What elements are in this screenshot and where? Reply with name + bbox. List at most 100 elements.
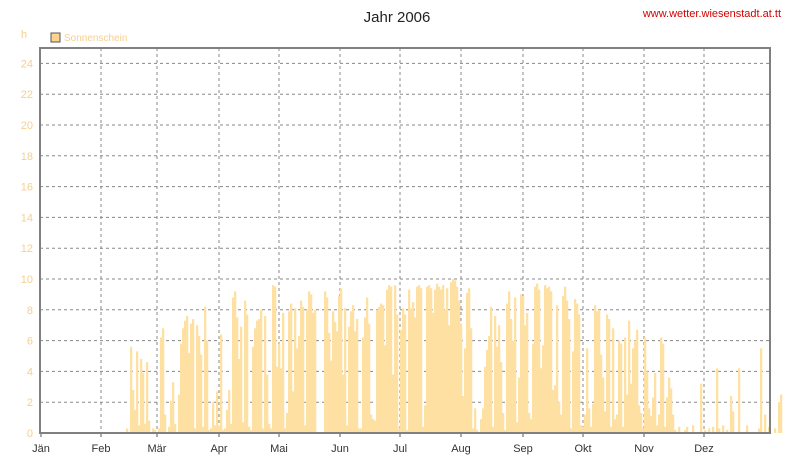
sunshine-bar: [386, 289, 389, 433]
sunshine-bar: [490, 306, 493, 433]
sunshine-bar: [208, 429, 211, 433]
sunshine-bar: [572, 351, 575, 433]
sunshine-bar: [778, 402, 781, 433]
sunshine-bar: [274, 286, 277, 433]
sunshine-bar: [170, 400, 173, 433]
sunshine-bar: [394, 285, 397, 433]
y-tick-label: 2: [27, 397, 33, 409]
sunshine-bar: [684, 429, 687, 433]
sunshine-bar: [560, 414, 563, 433]
sunshine-bar: [360, 428, 363, 433]
sunshine-bar: [428, 285, 431, 433]
sunshine-bar: [182, 328, 185, 433]
sunshine-bar: [476, 429, 479, 433]
sunshine-bar: [256, 320, 259, 433]
sunshine-bar: [562, 295, 565, 433]
sunshine-bar: [726, 429, 729, 433]
sunshine-bar: [626, 394, 629, 433]
sunshine-bar: [146, 362, 149, 433]
sunshine-bar: [730, 396, 733, 433]
sunshine-bar: [440, 289, 443, 433]
sunshine-bar: [438, 286, 441, 433]
sunshine-bar: [526, 312, 529, 433]
sunshine-bar: [126, 428, 129, 433]
sunshine-bar: [232, 297, 235, 433]
y-tick-label: 20: [21, 120, 33, 132]
sunshine-bar: [200, 354, 203, 433]
sunshine-bar: [252, 346, 255, 433]
sunshine-bar: [536, 283, 539, 433]
sunshine-bar: [502, 412, 505, 433]
sunshine-bar: [434, 289, 437, 433]
y-tick-label: 0: [27, 428, 33, 440]
sunshine-bar: [364, 317, 367, 433]
sunshine-bar: [336, 331, 339, 433]
y-tick-label: 6: [27, 336, 33, 348]
sunshine-bar: [444, 309, 447, 433]
sunshine-bar: [640, 412, 643, 433]
sunshine-bar: [664, 426, 667, 433]
sunshine-bar: [548, 286, 551, 433]
legend-label: Sonnenschein: [64, 33, 127, 44]
sunshine-bar: [378, 306, 381, 433]
sunshine-bar: [662, 343, 665, 433]
sunshine-bar: [402, 308, 405, 433]
sunshine-bar: [514, 297, 517, 433]
sunshine-bar: [140, 359, 143, 433]
sunshine-bar: [700, 383, 703, 433]
sunshine-bar: [222, 429, 225, 433]
sunshine-bar: [608, 319, 611, 433]
sunshine-bar: [516, 422, 519, 433]
sunshine-bar: [458, 300, 461, 433]
sunshine-bar: [404, 314, 407, 433]
x-tick-label: Feb: [92, 443, 111, 455]
sunshine-bar: [228, 389, 231, 433]
sunshine-bar: [628, 320, 631, 433]
sunshine-bar: [686, 426, 689, 433]
sunshine-bar: [308, 291, 311, 433]
sunshine-bar: [234, 291, 237, 433]
sunshine-bar: [656, 425, 659, 433]
sunshine-bar: [722, 425, 725, 433]
sunshine-bar: [498, 325, 501, 433]
sunshine-bar: [396, 314, 399, 433]
y-axis-unit: h: [21, 29, 27, 41]
sunshine-bar: [648, 408, 651, 433]
sunshine-bar: [420, 288, 423, 433]
sunshine-bar: [642, 428, 645, 433]
sunshine-bar: [210, 428, 213, 433]
x-tick-label: Mai: [270, 443, 288, 455]
sunshine-bar: [464, 348, 467, 433]
x-tick-label: Jul: [393, 443, 407, 455]
sunshine-bar: [136, 351, 139, 433]
sunshine-bar: [558, 402, 561, 433]
sunshine-bar: [538, 289, 541, 433]
sunshine-bar: [370, 414, 373, 433]
sunshine-bar: [354, 331, 357, 433]
sunshine-bar: [732, 411, 735, 433]
sunshine-bar: [384, 345, 387, 433]
sunshine-bar: [580, 425, 583, 433]
sunshine-bar: [406, 429, 409, 433]
sunshine-bar: [780, 394, 783, 433]
sunshine-bar: [666, 397, 669, 433]
sunshine-bar: [198, 335, 201, 433]
sunshine-bar: [738, 368, 741, 433]
sunshine-bar: [418, 285, 421, 433]
sunshine-bar: [302, 306, 305, 433]
sunshine-bar: [472, 428, 475, 433]
sunshine-bar: [212, 402, 215, 433]
sunshine-bar: [376, 309, 379, 433]
sunshine-bar: [248, 426, 251, 433]
sunshine-bar: [644, 337, 647, 433]
sunshine-bar: [268, 423, 271, 433]
sunshine-bar: [236, 317, 239, 433]
sunshine-bar: [258, 319, 261, 433]
sunshine-bar: [282, 312, 285, 433]
sunshine-bar: [380, 303, 383, 433]
sunshine-bar: [630, 383, 633, 433]
sunshine-bar: [442, 285, 445, 433]
sunshine-bar: [624, 337, 627, 433]
sunshine-bar: [650, 416, 653, 433]
